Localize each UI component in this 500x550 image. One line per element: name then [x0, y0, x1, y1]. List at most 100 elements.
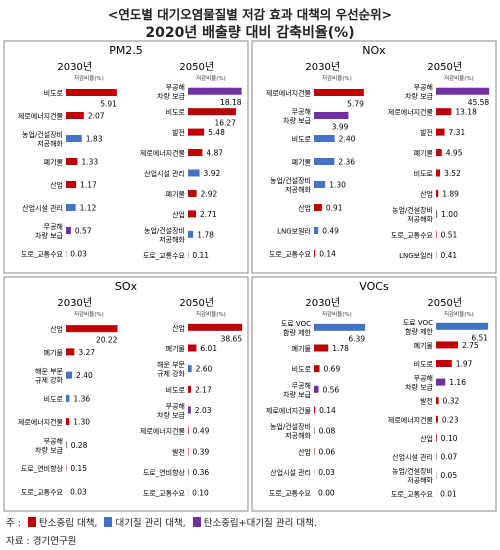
chart-sox-2030-bar [66, 325, 118, 333]
chart-vocs-2030-category-label: 제로에너지건물 [266, 406, 312, 415]
chart-nox-2030-value-label: 2.40 [339, 135, 356, 144]
chart-sox-2050-value-label: 2.60 [196, 365, 213, 374]
chart-vocs-2030-bar [314, 323, 366, 331]
chart-sox-2050-bar [188, 344, 197, 352]
chart-vocs-2030-category-label: 저공해화 [285, 431, 311, 440]
chart-sox-2050-category-label: 차량 보급 [157, 411, 186, 420]
chart-nox-2050-bar [436, 230, 437, 238]
chart-sox-2030-value-label: 0.15 [70, 464, 87, 473]
chart-sox-frame [3, 276, 249, 512]
chart-nox-2030-category-label: 농업/건설장비 [270, 176, 311, 185]
chart-nox-2050-category-label: LNG보일러 [399, 251, 433, 260]
chart-sox-2050-bar [188, 447, 189, 455]
chart-pm25-2050-value-label: 1.78 [197, 230, 214, 239]
chart-vocs-2030-category-label: 차량 보급 [283, 390, 312, 399]
chart-sox-2050-value-label: 2.03 [195, 406, 212, 415]
chart-vocs-2050-category-label: 제로에너지건물 [388, 415, 434, 424]
chart-sox-2050-year-label: 2050년 [179, 297, 214, 309]
chart-vocs-2030-category-label: 도로_교통수요 [269, 490, 312, 498]
chart-sox-2050-category-label: 폐기물 [166, 344, 186, 353]
chart-sox-2030-bar [66, 418, 70, 426]
chart-pm25-2050-value-label: 4.87 [206, 149, 223, 158]
chart-vocs-2030-bar [314, 385, 319, 393]
chart-pm25-2050-category-label: 산업 [172, 210, 185, 219]
chart-vocs-2050-bar [436, 453, 437, 460]
chart-vocs-2050-category-label: 도로_교통수요 [391, 491, 434, 499]
chart-sox-2030-value-label: 20.22 [96, 336, 118, 345]
chart-vocs-2030-category-label: 농업/건설장비 [270, 422, 311, 431]
chart-vocs-2050-value-label: 0.10 [441, 434, 458, 443]
chart-pm25-2050-category-label: 비도로 [166, 108, 186, 117]
chart-pm25-2030-category-label: 도로_교통수요 [21, 251, 64, 259]
chart-pm25-2030-year-label: 2030년 [57, 61, 92, 73]
chart-sox-2030-value-label: 1.30 [73, 418, 90, 427]
chart-pm25-2050-value-label: 2.71 [200, 210, 217, 219]
chart-sox-2050-category-label: 비도로 [166, 385, 186, 394]
chart-nox-2030-value-label: 1.30 [329, 181, 346, 190]
legend-swatch-purple [192, 517, 201, 527]
chart-pm25-2050-bar [188, 128, 205, 136]
chart-pm25-2050-category-label: 농업/건설장비 [144, 226, 185, 235]
chart-pm25-2030-bar [66, 135, 82, 142]
legend-label-combined: 탄소중립+대기질 관리 대책. [203, 518, 317, 529]
chart-pm25-2050-bar [188, 210, 196, 218]
chart-nox-2030-value-label: 5.79 [347, 100, 364, 109]
chart-vocs-2050-category-label: 농업/건설장비 [392, 467, 433, 476]
chart-sox-2050-value-label: 38.65 [221, 334, 243, 343]
chart-pm25-2050-category-label: 폐기물 [166, 189, 186, 198]
chart-sox-2050-category-label: 해운 부문 [157, 360, 186, 369]
chart-pm25-2050-category-label: 무공해 [166, 83, 185, 92]
chart-vocs-2030-unit-label: 저감비율(%) [322, 310, 352, 318]
chart-sox-2050-bar [188, 365, 192, 373]
chart-nox-2050-bar [436, 169, 441, 177]
chart-nox-2050-bar [436, 210, 438, 218]
chart-nox-pollutant-title: NOx [362, 44, 386, 57]
chart-nox-2030-year-label: 2030년 [305, 61, 340, 73]
chart-nox-2050-category-label: 저공해화 [407, 214, 433, 223]
chart-vocs-2030-category-label: 도료 VOC [281, 320, 311, 328]
chart-pm25-2050-category-label: 도로_교통수요 [143, 252, 186, 260]
legend-label-airquality: 대기질 관리 대책, [115, 518, 186, 529]
chart-nox-2050-category-label: 폐기물 [414, 149, 434, 158]
chart-vocs-2030-category-label: 비도로 [292, 365, 312, 374]
chart-sox-2050-value-label: 6.01 [200, 344, 217, 353]
chart-pm25-2050-value-label: 2.92 [201, 189, 218, 198]
chart-vocs-2050-year-label: 2050년 [427, 297, 462, 309]
chart-sox-2050-unit-label: 저감비율(%) [196, 310, 226, 318]
chart-sox-2030-category-label: 비도로 [44, 394, 64, 403]
chart-pm25-2030-category-label: 차량 보급 [35, 231, 64, 240]
chart-pm25-2030-value-label: 0.57 [75, 227, 92, 236]
chart-sox-2030-bar [66, 371, 73, 379]
chart-pm25-2030-value-label: 1.83 [86, 135, 103, 144]
chart-sox-2050-category-label: 도로_연비향상 [143, 468, 186, 477]
chart-vocs-2030-bar [314, 365, 320, 373]
chart-pm25-2030-bar [66, 204, 76, 211]
chart-pm25-2030-category-label: 폐기물 [44, 158, 64, 167]
chart-vocs-2050-category-label: 차량 보급 [405, 383, 434, 392]
chart-vocs-2050-category-label: 산업 [420, 434, 433, 443]
legend-swatch-blue [104, 517, 113, 527]
chart-vocs-2030-value-label: 0.14 [319, 406, 336, 415]
chart-pm25-2030-value-label: 1.17 [80, 181, 97, 190]
chart-nox-2030-bar [314, 204, 322, 211]
chart-nox-2050-category-label: 제로에너지건물 [388, 108, 434, 117]
chart-sox-2030-value-label: 2.40 [76, 371, 93, 380]
chart-vocs-2050-value-label: 0.32 [443, 397, 460, 406]
chart-sox-2030-bar [66, 441, 67, 449]
chart-pm25-2050-category-label: 발전 [172, 128, 185, 137]
chart-vocs-2030-category-label: 폐기물 [292, 344, 312, 353]
chart-pm25-frame [3, 40, 249, 274]
chart-pm25-2030-value-label: 1.33 [81, 158, 98, 167]
chart-nox-2030-value-label: 0.91 [326, 204, 343, 213]
chart-pm25-2050-bar [188, 189, 197, 197]
chart-nox-2050-value-label: 0.41 [440, 251, 457, 260]
chart-nox-2050-value-label: 1.00 [441, 210, 458, 219]
chart-nox-2030-value-label: 0.14 [319, 250, 336, 259]
chart-vocs-2050-bar [436, 378, 446, 386]
chart-nox-2030-bar [314, 89, 364, 96]
chart-nox-2050-bar [436, 189, 439, 197]
chart-pm25-2050-value-label: 16.27 [214, 119, 236, 128]
chart-vocs-2030-bar [314, 427, 315, 435]
chart-sox-pollutant-title: SOx [115, 280, 138, 293]
chart-pm25-2030-unit-label: 저감비율(%) [74, 74, 104, 82]
